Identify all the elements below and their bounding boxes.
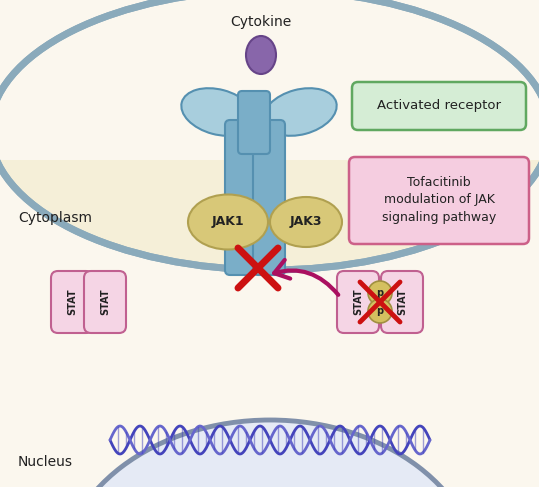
- FancyBboxPatch shape: [349, 157, 529, 244]
- FancyBboxPatch shape: [238, 91, 270, 154]
- Ellipse shape: [264, 88, 337, 136]
- FancyArrowPatch shape: [274, 260, 338, 295]
- Text: JAK1: JAK1: [212, 216, 244, 228]
- Ellipse shape: [0, 0, 539, 270]
- Text: Cytokine: Cytokine: [230, 15, 292, 29]
- Text: JAK3: JAK3: [290, 216, 322, 228]
- Text: Tofacitinib
modulation of JAK
signaling pathway: Tofacitinib modulation of JAK signaling …: [382, 175, 496, 225]
- FancyBboxPatch shape: [253, 120, 285, 275]
- FancyBboxPatch shape: [0, 0, 539, 160]
- Text: STAT: STAT: [397, 289, 407, 315]
- Ellipse shape: [246, 36, 276, 74]
- Text: p: p: [376, 306, 384, 316]
- Text: STAT: STAT: [353, 289, 363, 315]
- Ellipse shape: [181, 88, 255, 136]
- Circle shape: [368, 299, 392, 323]
- Ellipse shape: [60, 420, 480, 487]
- FancyBboxPatch shape: [381, 271, 423, 333]
- Circle shape: [368, 281, 392, 305]
- Text: STAT: STAT: [100, 289, 110, 315]
- Text: Activated receptor: Activated receptor: [377, 99, 501, 112]
- Text: p: p: [376, 288, 384, 298]
- Ellipse shape: [270, 197, 342, 247]
- Text: STAT: STAT: [67, 289, 77, 315]
- Text: Nucleus: Nucleus: [18, 455, 73, 469]
- Ellipse shape: [188, 194, 268, 249]
- FancyBboxPatch shape: [225, 120, 257, 275]
- FancyBboxPatch shape: [84, 271, 126, 333]
- Text: Cytoplasm: Cytoplasm: [18, 211, 92, 225]
- FancyBboxPatch shape: [337, 271, 379, 333]
- FancyBboxPatch shape: [352, 82, 526, 130]
- FancyBboxPatch shape: [51, 271, 93, 333]
